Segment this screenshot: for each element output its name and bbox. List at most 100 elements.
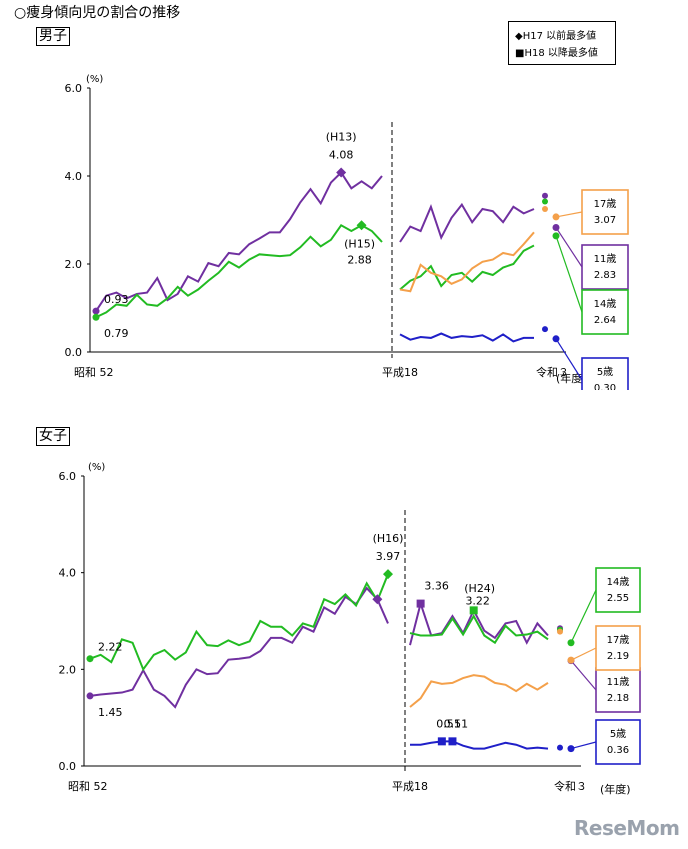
- callout-age-label: 11歳: [607, 676, 630, 688]
- year-unit-label: (年度): [600, 782, 631, 796]
- legend-square-label: ■H18 以降最多値: [515, 48, 598, 59]
- legend: ◆H17 以前最多値 ■H18 以降最多値: [508, 21, 616, 65]
- callout-value-label: 2.83: [594, 270, 616, 281]
- series-line-after-14歳: [409, 614, 549, 645]
- x-tick-label: 令和３: [536, 365, 569, 379]
- callout-leader: [555, 211, 583, 218]
- callout-age-label: 14歳: [594, 298, 617, 310]
- annotation-label: 2.88: [347, 253, 372, 266]
- y-tick-label: 0.0: [59, 760, 77, 773]
- callout-leader: [570, 589, 597, 644]
- series-start-point: [86, 655, 94, 663]
- callout-age-label: 5歳: [610, 728, 626, 740]
- series-line-after-5歳: [399, 332, 534, 343]
- y-tick-label: 4.0: [65, 170, 83, 183]
- callout-age-label: 17歳: [607, 634, 630, 646]
- callout-box-14歳: [595, 567, 641, 613]
- callout-value-label: 2.55: [607, 593, 629, 604]
- y-tick-label: 0.0: [65, 346, 83, 359]
- max-diamond-marker: [383, 569, 393, 580]
- prev-year-point: [542, 206, 548, 212]
- x-tick-label: 昭和 52: [68, 780, 108, 793]
- resemom-watermark: ReseMom: [574, 816, 680, 840]
- y-tick-label: 6.0: [65, 82, 83, 95]
- boys-panel-label: 男子: [36, 27, 70, 46]
- max-square-marker: [469, 606, 478, 615]
- series-line-before-14歳: [95, 223, 383, 319]
- series-start-point: [92, 313, 100, 321]
- annotation-label: 0.79: [104, 327, 129, 340]
- final-point-17歳: [567, 656, 575, 664]
- annotation-label: (H13): [326, 130, 357, 143]
- callout-value-label: 2.19: [607, 651, 629, 662]
- annotation-label: 1.45: [98, 706, 123, 719]
- callout-age-label: 14歳: [607, 576, 630, 588]
- prev-year-point: [557, 744, 563, 751]
- series-start-point: [92, 307, 100, 315]
- series-line-before-11歳: [89, 586, 389, 709]
- callout-value-label: 2.64: [594, 315, 616, 326]
- prev-year-point: [542, 198, 548, 205]
- callout-value-label: 0.30: [594, 383, 616, 390]
- max-diamond-marker: [372, 594, 383, 605]
- callout-leader: [555, 338, 583, 381]
- callout-leader: [555, 235, 583, 313]
- callout-box-17歳: [595, 625, 641, 671]
- annotation-label: 2.22: [98, 641, 123, 654]
- prev-year-point: [542, 326, 548, 333]
- callout-leader: [555, 227, 583, 268]
- max-diamond-marker: [356, 220, 367, 231]
- annotation-label: (H16): [373, 532, 404, 545]
- series-line-after-11歳: [399, 202, 535, 243]
- prev-year-point: [557, 628, 563, 635]
- callout-box-14歳: [581, 289, 629, 335]
- x-tick-label: 昭和 52: [74, 366, 114, 379]
- callout-value-label: 2.18: [607, 693, 629, 704]
- callout-age-label: 17歳: [594, 198, 617, 210]
- series-line-after-17歳: [409, 674, 549, 708]
- callout-value-label: 0.36: [607, 745, 629, 756]
- callout-box-11歳: [595, 667, 641, 713]
- series-start-point: [86, 692, 94, 700]
- callout-value-label: 3.07: [594, 215, 616, 226]
- series-line-before-14歳: [89, 573, 389, 672]
- callout-box-5歳: [581, 357, 629, 390]
- series-line-after-17歳: [399, 231, 535, 293]
- y-unit-label: (%): [88, 462, 105, 473]
- annotation-label: 0.93: [104, 293, 129, 306]
- girls-chart: 0.0 2.0 4.0 6.0 (%) 昭和 52 平成18 令和３ (年度) 11歳 2.18 14…: [59, 462, 641, 796]
- max-square-marker: [416, 599, 425, 608]
- series-line-after-5歳: [410, 740, 549, 750]
- y-tick-label: 6.0: [59, 470, 77, 483]
- series-line-after-14歳: [399, 244, 535, 291]
- callout-leader: [570, 647, 597, 661]
- y-tick-label: 4.0: [59, 567, 77, 580]
- girls-panel-label: 女子: [36, 427, 70, 446]
- callout-box-11歳: [581, 244, 629, 290]
- legend-diamond-label: ◆H17 以前最多値: [515, 31, 597, 42]
- annotation-label: 3.97: [376, 550, 401, 563]
- x-tick-label: 平成18: [382, 366, 418, 379]
- annotation-label: (H15): [344, 237, 375, 250]
- callout-box-5歳: [595, 719, 641, 765]
- y-tick-label: 2.0: [59, 663, 77, 676]
- callout-age-label: 11歳: [594, 253, 617, 265]
- y-tick-label: 2.0: [65, 258, 83, 271]
- callout-leader: [570, 741, 597, 750]
- x-tick-label: 令和３: [554, 779, 587, 793]
- annotation-label: 3.36: [424, 580, 449, 593]
- prev-year-point: [542, 192, 548, 199]
- page-title: ○痩身傾向児の割合の推移: [14, 5, 181, 21]
- annotation-label: 4.08: [329, 148, 354, 161]
- max-square-marker: [437, 737, 446, 746]
- annotation-label: 3.22: [465, 594, 490, 607]
- boys-chart: 0.02.04.06.0(%)昭和 52 平成18 令和３(年度)11歳2.8314…: [65, 74, 629, 390]
- max-diamond-marker: [336, 167, 347, 178]
- annotation-label: (H24): [464, 582, 495, 595]
- y-unit-label: (%): [86, 74, 103, 85]
- series-line-before-11歳: [95, 170, 383, 312]
- x-tick-label: 平成18: [392, 780, 428, 793]
- annotation-label: 0.51: [444, 717, 469, 730]
- callout-leader: [570, 660, 597, 691]
- max-square-marker: [448, 737, 457, 746]
